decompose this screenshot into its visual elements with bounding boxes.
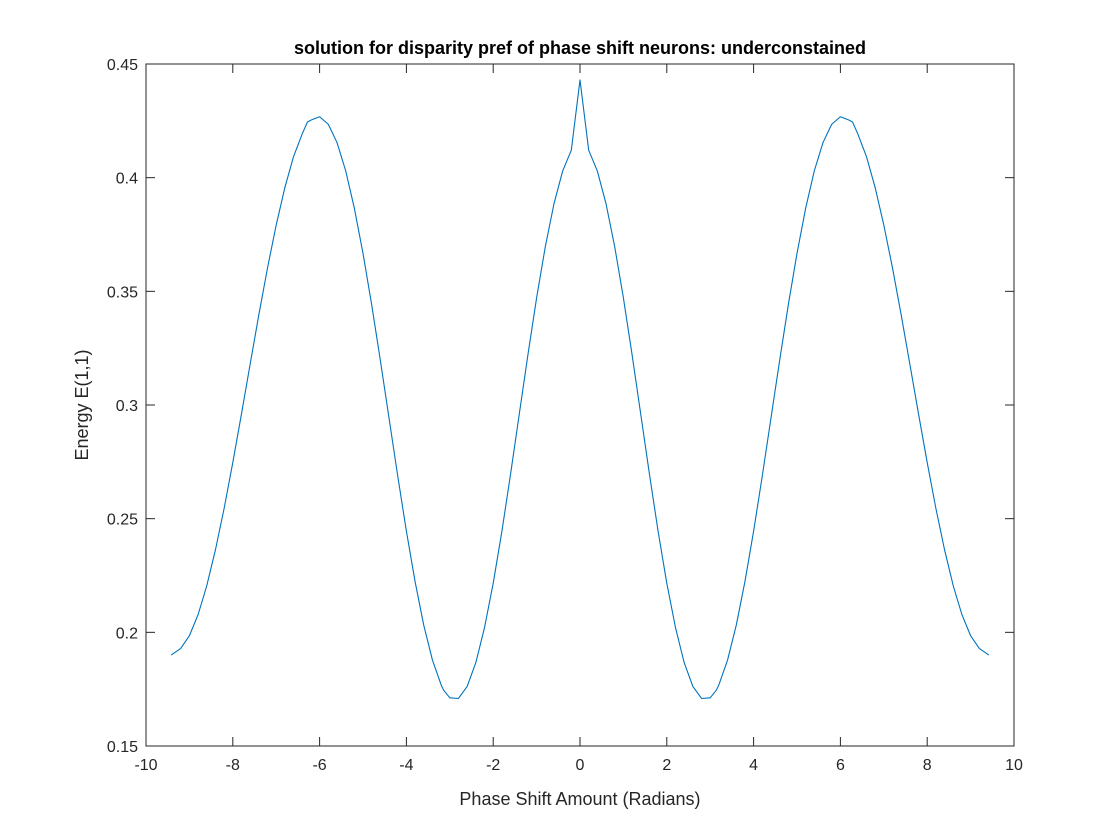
x-tick-label: -8 (226, 757, 240, 774)
y-tick-label: 0.3 (116, 398, 138, 415)
x-tick-label: 10 (1005, 757, 1023, 774)
y-tick-label: 0.25 (107, 512, 138, 529)
x-tick-label: 4 (749, 757, 758, 774)
plot-area-box (145, 63, 1015, 747)
x-tick-label: 8 (923, 757, 932, 774)
x-axis-label: Phase Shift Amount (Radians) (459, 789, 700, 809)
y-tick-label: 0.2 (116, 625, 138, 642)
axes (145, 63, 1015, 747)
y-axis-label: Energy E(1,1) (72, 349, 92, 460)
y-tick-label: 0.35 (107, 284, 138, 301)
x-tick-label: -4 (399, 757, 413, 774)
x-tick-label: -10 (134, 757, 157, 774)
y-tick-label: 0.45 (107, 57, 138, 74)
x-tick-label: 6 (836, 757, 845, 774)
x-tick-label: 0 (576, 757, 585, 774)
data-series (170, 79, 990, 700)
axis-ticks: -10 -8 -6 -4 -2 0 2 4 6 8 10 0.15 0.2 0.25 0.3 0.35 0.4 0… (107, 57, 1023, 774)
y-tick-label: 0.4 (116, 171, 138, 188)
series-line-0 (170, 79, 990, 700)
x-tick-label: -6 (312, 757, 326, 774)
x-tick-label: -2 (486, 757, 500, 774)
x-tick-label: 2 (662, 757, 671, 774)
y-tick-label: 0.15 (107, 739, 138, 756)
chart-title: solution for disparity pref of phase shi… (294, 38, 866, 58)
